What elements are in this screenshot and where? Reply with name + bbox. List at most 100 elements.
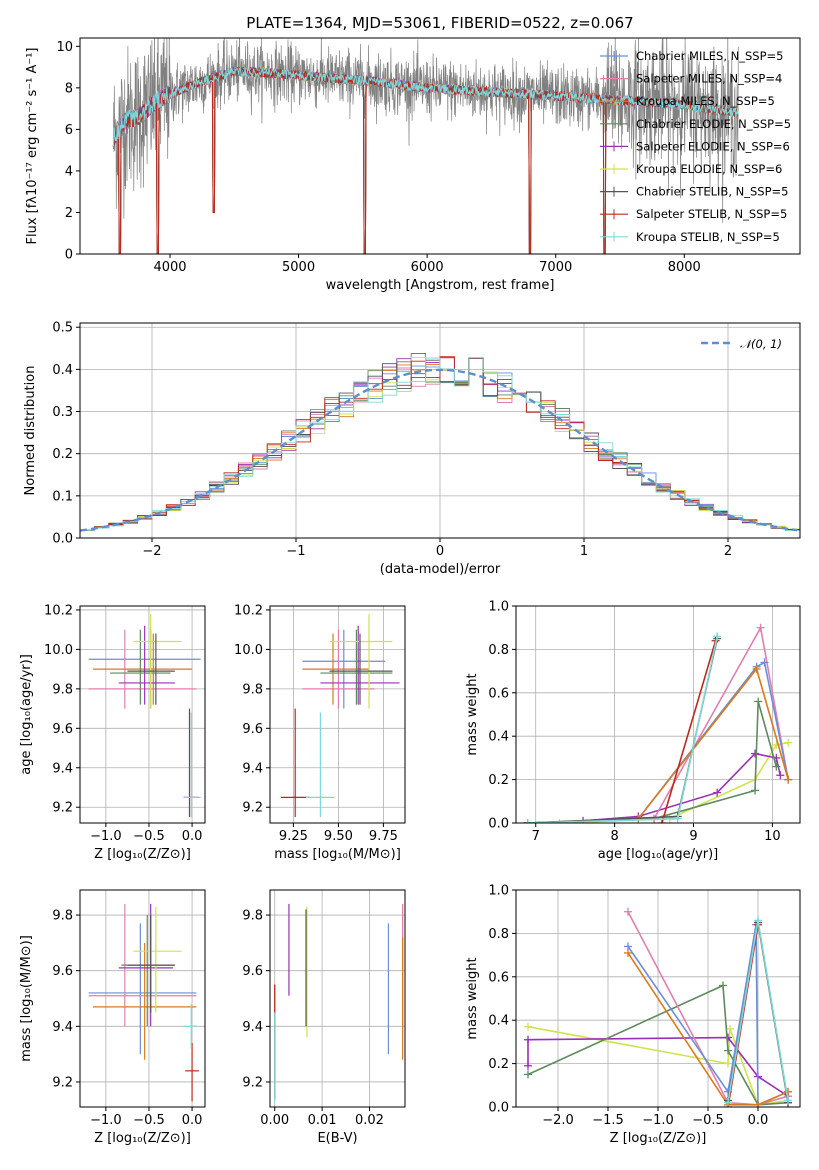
age-vs-metallicity-panel: −1.0 −0.5 0.0 9.2 9.4 9.6 9.8 10.0 10.2 Z [log₁₀(… (19, 603, 206, 862)
mass-vs-ebv-panel: 0.00 0.01 0.02 9.2 9.4 9.6 9.8 E(B-V) (242, 889, 406, 1146)
weight-series (524, 1033, 792, 1101)
x-tick-label: 0.0 (748, 1113, 769, 1128)
y-tick-label: 0.8 (488, 927, 509, 942)
weight-marker (524, 1035, 532, 1044)
weight-marker (724, 1059, 732, 1068)
data-point (133, 613, 182, 709)
data-point (320, 629, 393, 705)
weight-series (523, 658, 793, 823)
data-point (280, 708, 310, 818)
y-tick-label: 1.0 (488, 600, 509, 615)
weight-marker (752, 664, 761, 673)
x-tick-label: −1.0 (642, 1113, 674, 1128)
normal-curve (80, 368, 798, 532)
weight-series (523, 664, 793, 823)
x-tick-label: 0.02 (355, 1113, 384, 1128)
y-tick-label: 0 (65, 248, 73, 263)
legend-label: 𝒩(0, 1) (740, 337, 782, 351)
y-tick-label: 0.4 (488, 1014, 509, 1029)
legend-label: Kroupa MILES, N_SSP=5 (636, 94, 775, 108)
x-tick-label: 10 (764, 829, 781, 844)
weight-vs-age-panel: 7 8 9 10 0.0 0.2 0.4 0.6 0.8 1.0 age [log₁₀(age/yr… (465, 600, 801, 862)
weight-marker (754, 697, 763, 706)
y-axis-label: mass weight (465, 957, 480, 1039)
y-tick-label: 2 (65, 206, 73, 221)
y-tick-label: 9.6 (242, 722, 263, 737)
x-tick-label: 9 (689, 829, 697, 844)
legend-item: Salpeter MILES, N_SSP=4 (600, 72, 782, 86)
legend-label: Salpeter ELODIE, N_SSP=6 (636, 139, 790, 153)
legend-label: Salpeter MILES, N_SSP=4 (636, 72, 782, 86)
weight-marker (754, 916, 762, 925)
data-point (183, 712, 201, 818)
y-tick-label: 0.0 (488, 1101, 509, 1116)
data-point (302, 633, 369, 705)
plot-frame (515, 605, 801, 824)
weight-marker (713, 632, 722, 641)
x-tick-label: −0.5 (133, 829, 165, 844)
y-tick-label: 10.0 (234, 643, 263, 658)
weight-marker (524, 1070, 532, 1079)
weight-marker (776, 771, 785, 780)
y-tick-label: 0.5 (52, 321, 73, 336)
y-tick-label: 9.2 (52, 1075, 73, 1090)
y-tick-label: 9.4 (242, 761, 263, 776)
plot-area (88, 903, 199, 1102)
spectrum-panel: 4000 5000 6000 7000 8000 0 2 4 6 8 10 wavelength [A… (25, 37, 801, 293)
x-tick-label: 9.50 (324, 829, 353, 844)
plot-area (524, 907, 792, 1107)
data-point (185, 1043, 199, 1102)
x-tick-label: 0.00 (260, 1113, 289, 1128)
y-tick-label: 9.6 (52, 964, 73, 979)
data-point (88, 923, 197, 1055)
x-axis-label: Z [log₁₀(Z/Z⊙)] (94, 1131, 191, 1146)
x-tick-label: −1.5 (592, 1113, 624, 1128)
weight-line (627, 952, 789, 1106)
legend-label: Chabrier ELODIE, N_SSP=5 (636, 117, 791, 131)
x-tick-label: 9.25 (279, 829, 308, 844)
plot-area (88, 613, 201, 818)
plot-frame (269, 889, 406, 1108)
plot-frame (79, 605, 206, 824)
y-tick-label: 0.8 (488, 643, 509, 658)
plot-frame (79, 322, 801, 539)
y-tick-label: 10.0 (44, 643, 73, 658)
x-axis-label: age [log₁₀(age/yr)] (598, 847, 719, 862)
legend-item: Kroupa STELIB, N_SSP=5 (600, 230, 780, 244)
x-tick-label: −1 (286, 544, 305, 559)
weight-marker (624, 907, 632, 916)
x-axis-label: (data-model)/error (380, 562, 501, 577)
x-axis-label: E(B-V) (317, 1131, 357, 1146)
legend-label: Chabrier STELIB, N_SSP=5 (636, 185, 788, 199)
y-axis-label: mass [log₁₀(M/M⊙)] (19, 935, 34, 1062)
plot-frame (79, 889, 206, 1108)
y-tick-label: 9.8 (242, 909, 263, 924)
y-tick-label: 9.2 (52, 801, 73, 816)
weight-marker (657, 819, 666, 823)
y-axis-label: mass weight (465, 673, 480, 755)
data-point (118, 625, 175, 705)
weight-marker (784, 738, 793, 747)
weight-series (724, 916, 792, 1107)
y-tick-label: 8 (65, 81, 73, 96)
x-tick-label: 9.75 (369, 829, 398, 844)
x-tick-label: 0.0 (182, 1113, 203, 1128)
data-point (329, 633, 393, 705)
x-axis-label: wavelength [Angstrom, rest frame] (326, 278, 555, 293)
y-tick-label: 0.6 (488, 686, 509, 701)
x-tick-label: 8 (610, 829, 618, 844)
x-tick-label: 0.01 (308, 1113, 337, 1128)
legend-item: Chabrier MILES, N_SSP=5 (600, 49, 783, 63)
weight-marker (524, 1061, 532, 1070)
weight-marker (760, 658, 769, 667)
data-point (127, 633, 175, 705)
residual-histogram (80, 353, 800, 531)
y-tick-label: 0.0 (488, 817, 509, 832)
y-tick-label: 4 (65, 164, 73, 179)
weight-marker (772, 762, 781, 771)
residual-histogram (80, 357, 800, 531)
legend-item: Salpeter STELIB, N_SSP=5 (600, 207, 787, 221)
weight-marker (751, 749, 760, 758)
y-tick-label: 0.0 (52, 532, 73, 547)
y-tick-label: 0.2 (488, 773, 509, 788)
